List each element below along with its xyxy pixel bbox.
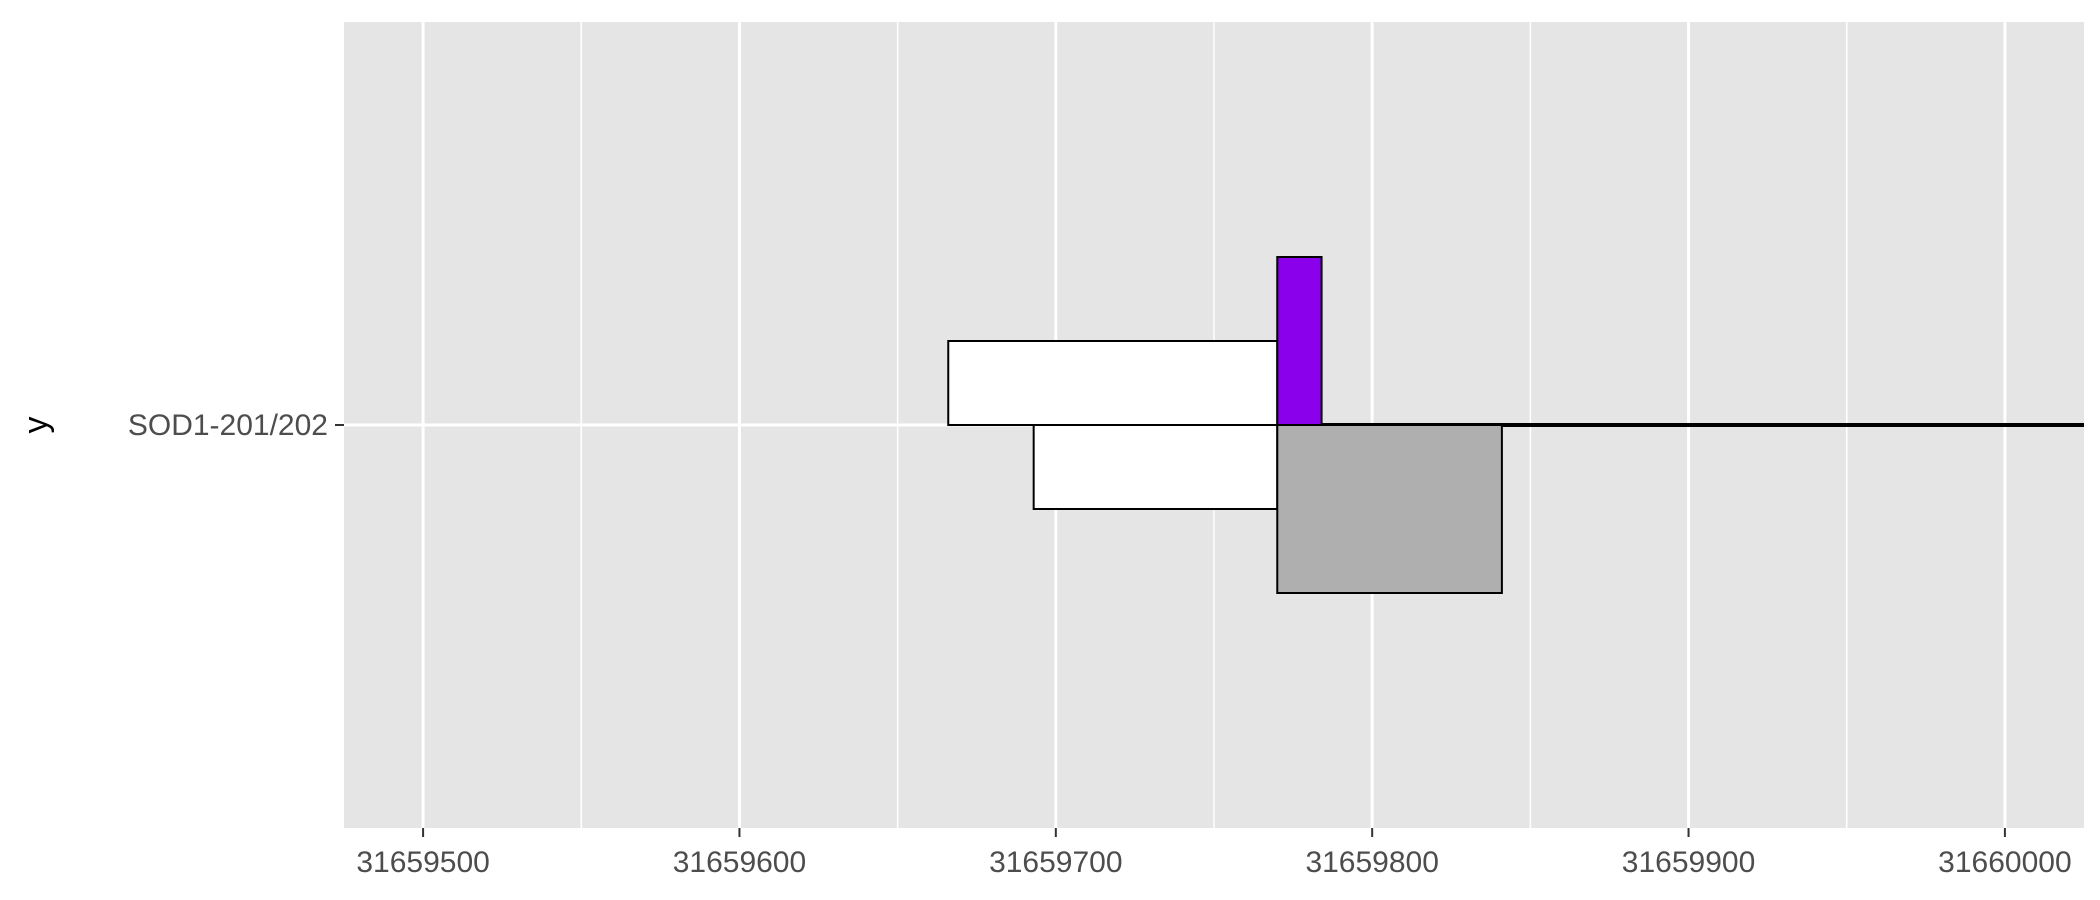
feature-purple — [1276, 256, 1323, 426]
x-tick-label: 31659500 — [356, 846, 489, 879]
x-tick-label: 31659600 — [673, 846, 806, 879]
x-tick-label: 31659900 — [1622, 846, 1755, 879]
y-axis: SOD1-201/202 — [128, 409, 344, 442]
x-tick-label: 31659800 — [1305, 846, 1438, 879]
feature-white-upper — [947, 340, 1279, 426]
x-tick-label: 31660000 — [1938, 846, 2071, 879]
feature-white-lower — [1032, 424, 1279, 510]
y-axis-title: y — [17, 417, 55, 434]
x-axis: 31659500 31659600 31659700 31659800 31659900… — [356, 828, 2072, 879]
feature-gray — [1276, 424, 1503, 594]
feature-marks — [947, 256, 2084, 594]
x-tick-label: 31659700 — [989, 846, 1122, 879]
y-tick-label: SOD1-201/202 — [128, 409, 328, 442]
